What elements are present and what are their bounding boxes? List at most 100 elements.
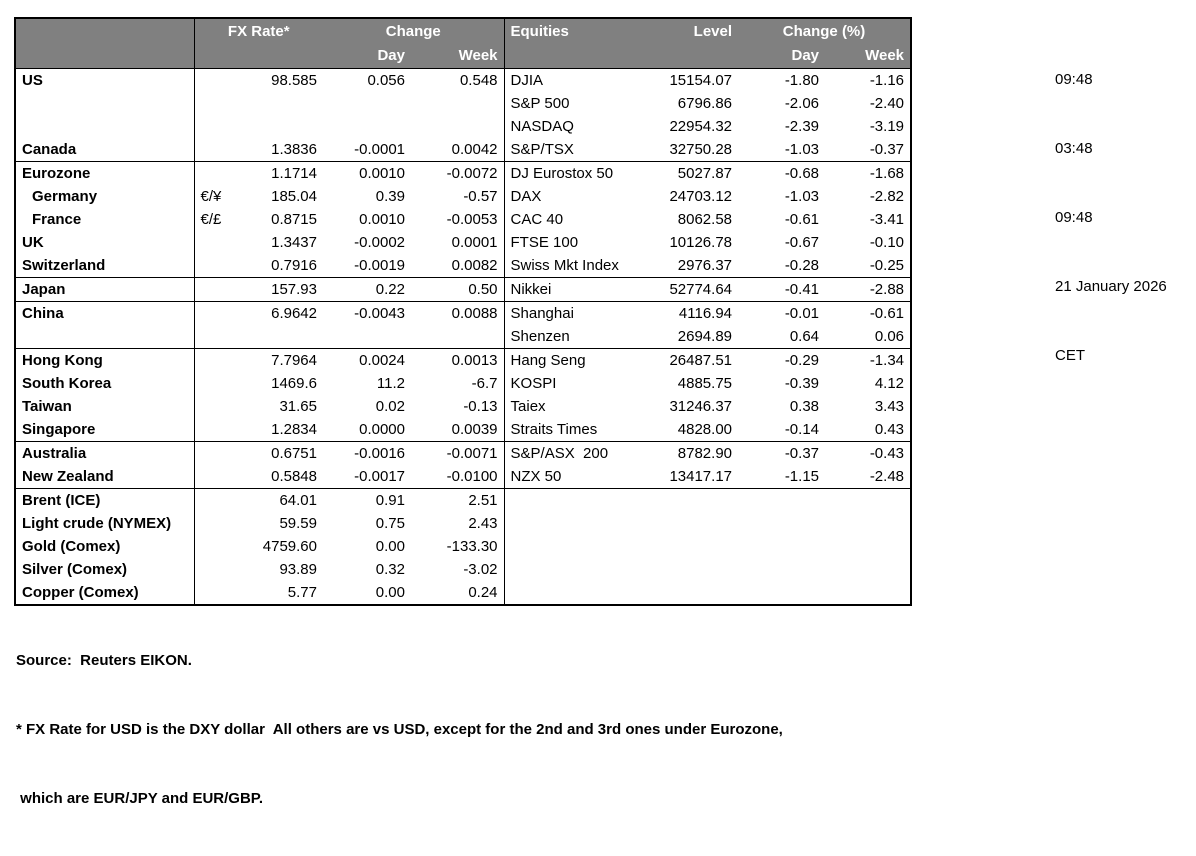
equity-change-day-value [738,558,825,581]
currency-pair-label [194,395,231,418]
fx-rate-value: 157.93 [231,277,323,302]
header-level: Level [634,18,739,43]
equity-change-day-value: -0.67 [784,233,820,251]
equity-change-day-value [738,535,825,558]
fx-rate-value: 93.89 [279,560,317,578]
equity-name: Shanghai [510,304,574,322]
equity-level-value: 13417.17 [634,464,739,489]
fx-change-week-value: -0.0053 [411,207,505,231]
fx-rate-value: 1469.6 [271,374,317,392]
equity-name: Taiex [510,397,546,415]
equity-change-day-value: -1.80 [784,71,820,89]
equity-change-day-value: -2.06 [784,94,820,112]
equity-level-value: 22954.32 [669,117,733,135]
equity-change-week-value: 3.43 [874,397,905,415]
equity-change-week-value: -2.48 [825,464,912,489]
fx-change-day-value: -0.0043 [354,304,405,322]
equity-level-value: 52774.64 [634,277,739,302]
fx-change-week-value: 2.43 [411,511,505,535]
equity-change-week-value [825,558,911,581]
equity-change-day-value: -1.03 [738,137,826,162]
fx-change-day-value: 0.0024 [359,351,405,369]
table-row: Shenzen 2694.89 0.64 0.06 [15,324,912,349]
fx-change-day-value [323,324,411,349]
table-row: Silver (Comex) 93.89 0.32 -3.02 [15,557,911,581]
fx-change-week-value: -6.7 [411,371,505,395]
table-body: US 98.585 0.056 0.548 DJIA 15154.07 -1.8… [15,68,912,605]
fx-rate-value: 1.2834 [231,417,323,442]
equity-change-week-value: -3.19 [869,117,905,135]
fx-change-week-value: -0.0071 [411,441,505,465]
region-name: Gold (Comex) [15,534,195,558]
region-name: China [15,301,195,325]
equity-name [504,558,634,581]
equity-change-day-value: -0.41 [738,277,826,302]
equity-change-week-value [825,512,911,535]
equity-level-value: 6796.86 [677,94,733,112]
timestamp-line: 03:48 [1055,140,1093,157]
fx-change-day-value: -0.0001 [323,137,411,162]
currency-pair-label [194,92,231,115]
fx-rate-value: 0.8715 [271,210,317,228]
page: FX Rate* Change Equities Level Change (%… [14,17,1167,807]
table-row: Switzerland 0.7916 -0.0019 0.0082 Swiss … [15,253,912,278]
table-row: Singapore 1.2834 0.0000 0.0039 Straits T… [15,417,912,442]
table-row: South Korea 1469.6 11.2 -6.7 KOSPI 4885.… [15,371,911,395]
region-name: Copper (Comex) [15,580,195,605]
header-region-blank2 [15,43,195,69]
fx-change-week-value [411,114,505,138]
fx-change-day-value: -0.0016 [354,444,405,462]
equity-level-value: 10126.78 [669,233,733,251]
fx-change-week-value: 0.0001 [411,230,505,254]
equity-level-value [634,535,738,558]
equity-level-value: 15154.07 [669,71,733,89]
equity-change-week-value: -0.37 [825,137,912,162]
currency-pair-label [194,253,231,278]
currency-pair-label [194,301,231,325]
currency-pair-label [194,488,231,512]
equity-change-day-value: -1.03 [784,187,820,205]
fx-change-day-value: 0.0010 [359,164,405,182]
table-row: Light crude (NYMEX) 59.59 0.75 2.43 [15,511,911,535]
fx-rate-value: 1.3836 [231,137,323,162]
equity-change-week-value: -1.68 [869,164,905,182]
currency-pair-label [194,535,231,558]
region-name: South Korea [15,371,195,395]
equity-name: DAX [510,187,542,205]
currency-pair-label [194,115,231,138]
currency-pair-label [194,372,231,395]
fx-rate-value [231,324,323,349]
equity-change-week-value: 4.12 [874,374,905,392]
region-name: Taiwan [15,394,195,418]
equity-level-value: 2694.89 [634,324,739,349]
equity-name: Swiss Mkt Index [504,253,635,278]
table-row: France €/£ 0.8715 0.0010 -0.0053 CAC 40 … [15,207,911,231]
header-equity-day: Day [738,43,826,69]
equity-level-value: 4116.94 [678,304,733,322]
fx-rate-value: 31.65 [279,397,317,415]
currency-pair-label [194,161,231,185]
currency-pair-label [194,512,231,535]
fx-rate-value: 5.77 [287,583,317,601]
table-row: UK 1.3437 -0.0002 0.0001 FTSE 100 10126.… [15,230,911,254]
fx-rate-value: 6.9642 [271,304,317,322]
equity-change-week-value: -0.61 [869,304,905,322]
fx-change-day-value: 0.91 [375,491,405,509]
region-name: Eurozone [15,161,195,185]
footer-block: Source: Reuters EIKON. * FX Rate for USD… [16,603,783,856]
region-name [15,91,195,115]
currency-pair-label [194,348,231,372]
equity-change-day-value [738,581,825,605]
fx-change-day-value: 0.00 [375,537,405,555]
region-name: France [15,207,195,231]
table-row: Hong Kong 7.7964 0.0024 0.0013 Hang Seng… [15,348,911,372]
region-name: UK [15,230,195,254]
equity-name: DJIA [510,71,544,89]
fx-change-week-value [411,91,505,115]
fx-change-day-value: -0.0002 [354,233,405,251]
table-row: US 98.585 0.056 0.548 DJIA 15154.07 -1.8… [15,68,911,92]
header-equity-change-pct: Change (%) [738,18,912,43]
table-row: Germany €/¥ 185.04 0.39 -0.57 DAX 24703.… [15,184,911,208]
equity-level-value: 32750.28 [634,137,739,162]
table-row: Eurozone 1.1714 0.0010 -0.0072 DJ Eurost… [15,161,911,185]
